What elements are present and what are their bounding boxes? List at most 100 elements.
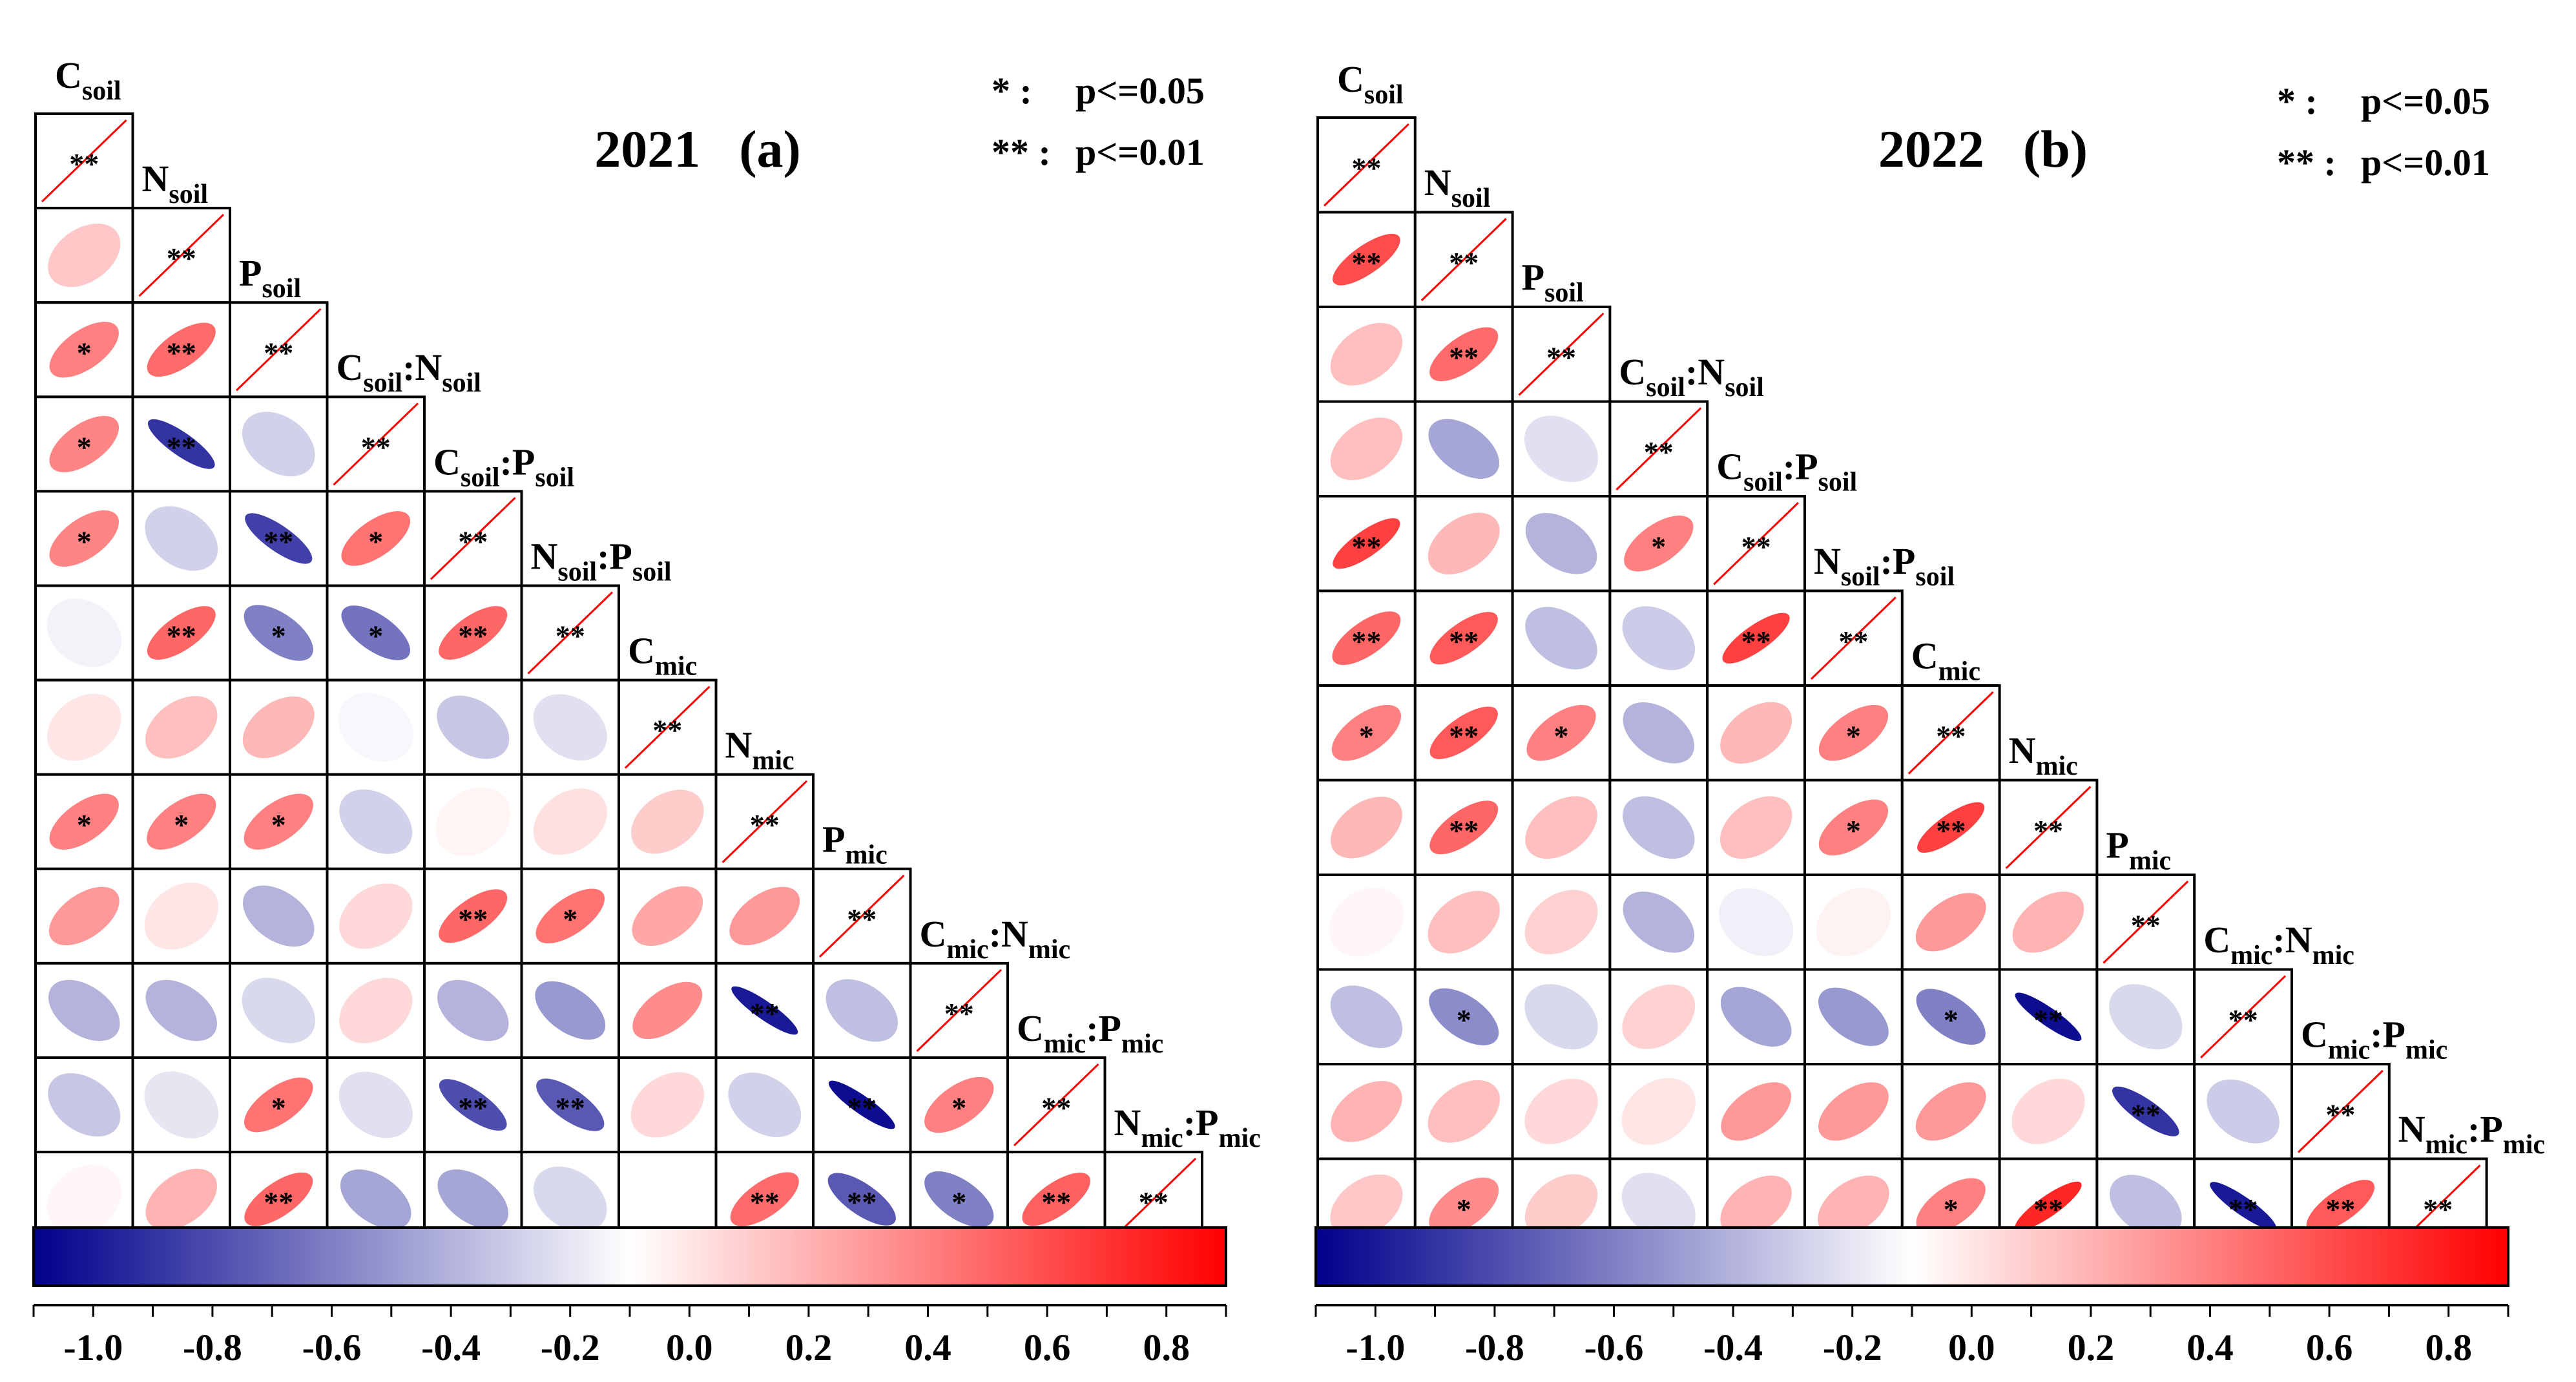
correlation-ellipse (1622, 984, 1696, 1049)
significance-star: ** (1936, 814, 1966, 847)
correlation-cell (1511, 968, 1612, 1065)
label-text: N (1814, 540, 1841, 582)
label-text: C (1337, 58, 1364, 100)
correlation-ellipse (48, 224, 121, 288)
correlation-cell (1803, 874, 1904, 971)
correlation-ellipse (1720, 987, 1792, 1047)
correlation-cell (131, 490, 231, 587)
label-subscript: mic (2230, 941, 2272, 970)
label-subscript: mic (845, 841, 887, 870)
significance-star: ** (2228, 1193, 2258, 1226)
correlation-ellipse (1330, 417, 1403, 481)
label-subscript: soil (1841, 562, 1880, 592)
correlation-ellipse (244, 605, 313, 661)
correlation-ellipse (47, 598, 122, 667)
correlation-cell: * (1608, 495, 1709, 592)
correlation-ellipse (2012, 891, 2084, 953)
correlation-ellipse (144, 1071, 218, 1138)
label-text: P (1893, 540, 1915, 582)
significance-star: * (271, 808, 286, 841)
label-subscript: soil (1743, 468, 1783, 497)
significance-star: * (1846, 719, 1861, 752)
title-year: 2022 (1878, 120, 1984, 178)
correlation-ellipse (1330, 322, 1403, 386)
variable-label: Psoil (1522, 257, 1584, 308)
variable-label: Psoil (239, 252, 301, 304)
diagonal-cell: ** (1511, 306, 1612, 403)
correlation-ellipse (1720, 702, 1792, 764)
significance-star: ** (652, 714, 682, 747)
label-subscript: mic (1028, 935, 1070, 965)
correlation-cell: ** (1413, 779, 1514, 876)
diagonal-line (2297, 1069, 2384, 1153)
diagonal-cell: ** (618, 678, 718, 776)
correlation-cell (1316, 968, 1417, 1065)
correlation-cell (34, 867, 134, 965)
correlation-ellipse (1331, 1080, 1402, 1142)
correlation-cell: ** (1413, 589, 1514, 687)
correlation-ellipse (49, 793, 119, 850)
correlation-ellipse (632, 981, 703, 1040)
correlation-ellipse (1818, 799, 1889, 855)
correlation-ellipse (2110, 1175, 2182, 1238)
correlation-ellipse (729, 886, 800, 946)
diagonal-cell: ** (714, 773, 815, 870)
diagonal-cell: ** (326, 395, 426, 493)
correlation-cell (229, 867, 329, 965)
diagonal-cell: ** (909, 961, 1009, 1060)
label-text: N (1698, 351, 1725, 393)
correlation-cell (618, 867, 718, 965)
correlation-ellipse (924, 1171, 994, 1228)
significance-star: ** (1351, 625, 1381, 658)
variable-label: Nsoil (142, 158, 209, 209)
significance-star: ** (2033, 1003, 2063, 1036)
diagonal-cell: ** (520, 584, 620, 682)
correlation-ellipse (49, 415, 119, 472)
correlation-ellipse (1524, 984, 1598, 1050)
label-subscript: soil (169, 180, 208, 209)
variable-label: Nsoil:Psoil (1814, 540, 1955, 592)
correlation-ellipse (924, 1076, 994, 1133)
significance-star: ** (1351, 151, 1381, 184)
label-subscript: mic (752, 746, 794, 776)
correlation-ellipse (437, 1169, 509, 1230)
correlation-cell (2095, 968, 2196, 1065)
colorbar-tick-label: 0.4 (904, 1326, 951, 1368)
label-text: P (1795, 446, 1818, 488)
correlation-cell (1803, 968, 1904, 1065)
diagonal-cell: ** (1608, 400, 1709, 497)
significance-star: * (1457, 1193, 1471, 1226)
correlation-cell (1608, 968, 1709, 1065)
correlation-ellipse (534, 1166, 607, 1232)
colorbar-tick-label: 0.0 (666, 1326, 713, 1368)
label-text: N (142, 158, 169, 200)
correlation-ellipse (826, 979, 898, 1042)
significance-star: ** (1449, 625, 1479, 658)
title-year: 2021 (594, 120, 700, 178)
correlation-cell: * (229, 773, 329, 870)
significance-star: ** (2423, 1193, 2453, 1226)
correlation-ellipse (1526, 705, 1596, 761)
significance-star: * (1944, 1193, 1958, 1226)
label-text: N (2009, 729, 2036, 771)
correlation-cell (520, 773, 620, 870)
label-subscript: mic (1121, 1029, 1163, 1059)
correlation-cell (520, 678, 620, 776)
correlation-ellipse (1621, 1078, 1696, 1146)
correlation-ellipse (730, 1172, 799, 1226)
correlation-cell (34, 207, 134, 304)
correlation-cell (1608, 589, 1709, 687)
correlation-ellipse (244, 1172, 313, 1226)
significance-star: ** (264, 525, 293, 558)
correlation-ellipse (1818, 705, 1889, 761)
correlation-ellipse (1429, 801, 1499, 855)
significance-star: ** (1449, 719, 1479, 752)
variable-label: Cmic:Nmic (2203, 919, 2354, 970)
significance-star: * (1554, 719, 1569, 752)
diagonal-cell: ** (229, 301, 329, 399)
variable-label: Pmic (822, 819, 888, 870)
correlation-ellipse (245, 513, 313, 564)
correlation-ellipse (533, 788, 607, 855)
correlation-ellipse (1916, 1178, 1986, 1234)
correlation-cell (618, 1056, 718, 1154)
